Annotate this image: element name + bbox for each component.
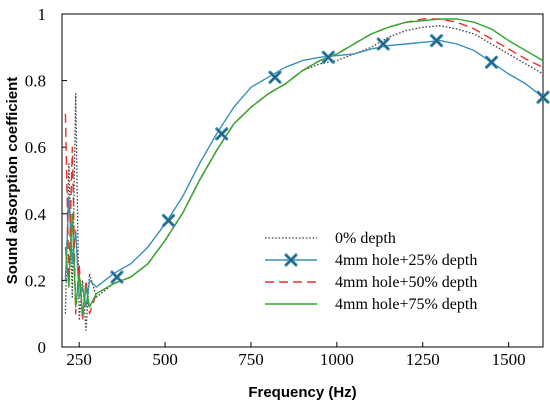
x-tick-label: 1500 [492, 350, 526, 369]
series-marker-1 [484, 55, 499, 69]
series-marker-1 [321, 50, 335, 64]
y-tick-label: 0.4 [25, 205, 47, 224]
legend-marker-1 [284, 253, 298, 267]
x-axis-ticks: 250 500 750 1000 1250 1500 [66, 342, 526, 369]
x-tick-label: 750 [238, 350, 264, 369]
y-tick-label: 0.2 [25, 271, 46, 290]
legend-label-0: 0% depth [335, 230, 396, 247]
series-marker-1 [161, 213, 176, 228]
series-line-0 [64, 25, 544, 332]
plot-frame [61, 13, 544, 348]
y-axis-label: Sound absorption coefficient [4, 77, 21, 285]
series-marker-1 [536, 90, 550, 104]
legend-label-3: 4mm hole+75% depth [335, 296, 477, 313]
legend-label-1: 4mm hole+25% depth [335, 252, 477, 269]
series-marker-1 [429, 34, 444, 48]
series-marker-1 [110, 270, 124, 284]
series-layer [64, 18, 544, 332]
legend-label-2: 4mm hole+50% depth [335, 274, 477, 291]
x-tick-label: 500 [152, 350, 178, 369]
series-line-3 [64, 18, 544, 315]
y-tick-label: 0 [38, 338, 47, 357]
legend: 0% depth 4mm hole+25% depth 4mm hole+50% d… [265, 230, 477, 313]
y-tick-label: 0.6 [25, 138, 46, 157]
series-marker-1 [268, 70, 282, 84]
x-axis-label: Frequency (Hz) [248, 384, 356, 401]
x-tick-label: 250 [66, 350, 92, 369]
series-marker-1 [215, 127, 229, 141]
series-marker-1 [376, 37, 390, 51]
x-tick-label: 1000 [320, 350, 354, 369]
x-tick-label: 1250 [406, 350, 440, 369]
y-tick-label: 1 [38, 5, 47, 24]
marker-layer [110, 34, 550, 284]
y-axis-ticks: 0 0.2 0.4 0.6 0.8 1 [25, 5, 67, 357]
y-tick-label: 0.8 [25, 72, 46, 91]
